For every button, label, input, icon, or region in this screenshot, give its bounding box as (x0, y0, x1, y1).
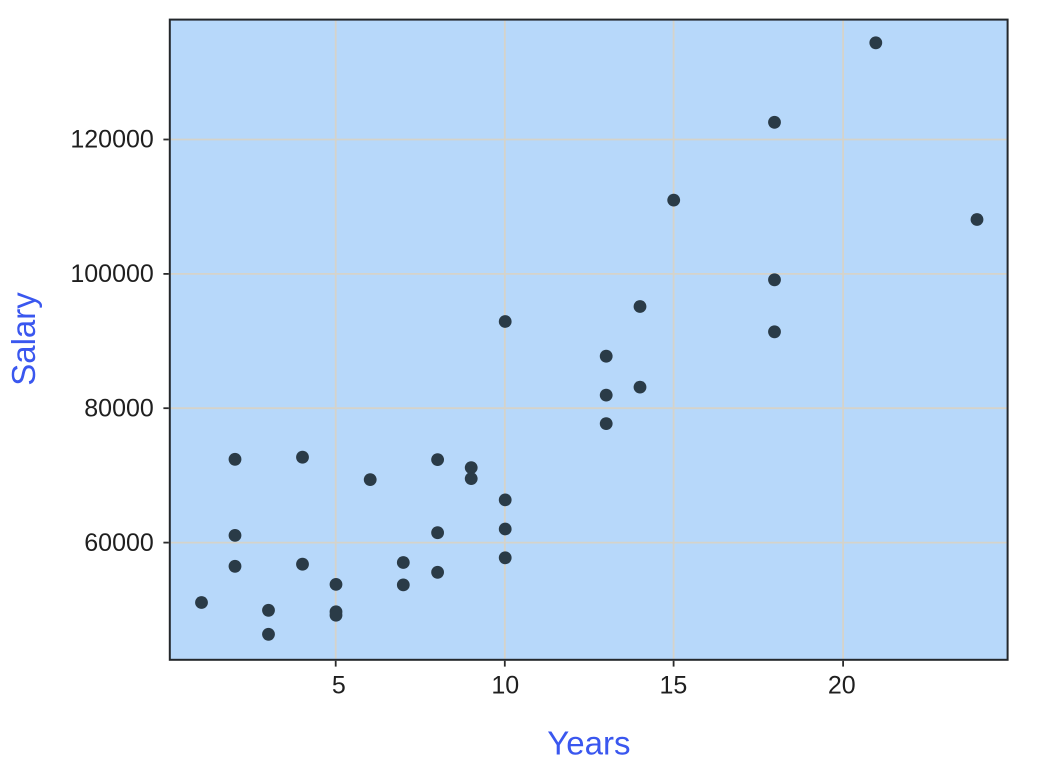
svg-text:Years: Years (547, 725, 630, 762)
svg-text:15: 15 (659, 671, 687, 699)
svg-text:Salary: Salary (5, 292, 42, 386)
svg-text:5: 5 (332, 671, 346, 699)
svg-text:100000: 100000 (70, 260, 153, 288)
svg-text:20: 20 (828, 671, 856, 699)
svg-text:120000: 120000 (70, 125, 153, 153)
svg-text:80000: 80000 (84, 394, 154, 422)
svg-text:10: 10 (491, 671, 519, 699)
svg-text:60000: 60000 (84, 529, 154, 557)
